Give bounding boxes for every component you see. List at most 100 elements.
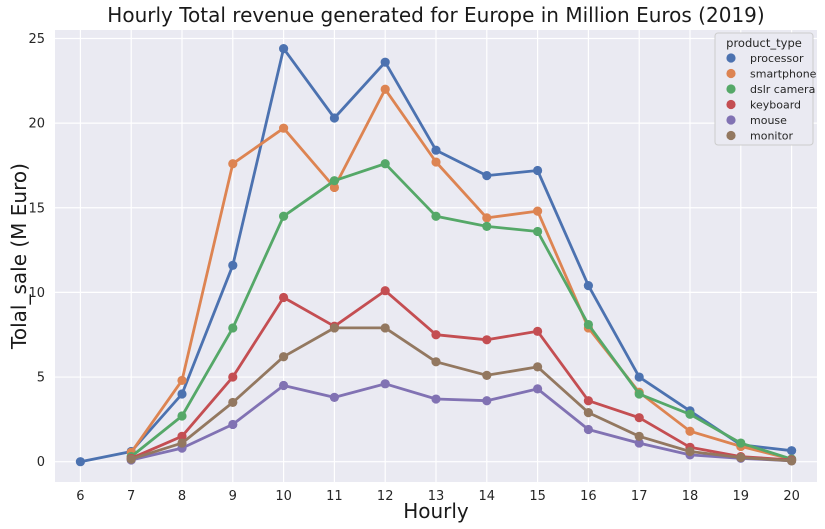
series-monitor [126, 323, 797, 466]
data-point [583, 424, 594, 435]
series-line [130, 382, 792, 463]
legend-marker [726, 84, 736, 94]
data-point [380, 379, 390, 389]
data-point [583, 396, 594, 406]
data-point [634, 389, 644, 399]
data-point [279, 44, 289, 54]
data-point [431, 394, 441, 404]
legend-marker [726, 130, 736, 141]
legend-label: dslr camera [750, 83, 815, 96]
x-tick-label: 10 [275, 489, 292, 504]
data-point [279, 211, 289, 221]
series-line [130, 326, 792, 463]
data-point [279, 352, 289, 362]
data-point [228, 159, 238, 169]
legend-label: processor [750, 52, 804, 65]
data-point [329, 176, 339, 186]
legend-marker [726, 68, 736, 79]
x-tick-label: 11 [326, 489, 343, 504]
y-tick-label: 10 [28, 286, 45, 301]
data-point [177, 411, 187, 421]
data-point [380, 159, 390, 169]
ticks: 0 5 10 15 20 25 6 7 8 9 10 11 12 13 14 15 16 17 18 19 20 [28, 32, 799, 504]
data-point [380, 57, 390, 67]
legend-label: keyboard [750, 99, 801, 112]
data-point [787, 446, 797, 456]
data-point [583, 281, 594, 291]
data-point [431, 357, 441, 367]
y-axis-label: Tolal_sale (M Euro) [7, 163, 31, 350]
y-tick-label: 20 [28, 117, 45, 132]
data-point [533, 165, 543, 176]
x-axis-label: Hourly [403, 499, 469, 523]
x-tick-label: 9 [229, 489, 237, 504]
data-point [380, 84, 390, 94]
data-point [228, 260, 238, 270]
data-point [533, 384, 543, 394]
x-tick-label: 6 [76, 489, 84, 504]
data-point [583, 319, 594, 330]
x-tick-label: 12 [377, 489, 394, 504]
data-point [431, 330, 441, 340]
x-tick-label: 19 [733, 489, 750, 504]
series-line [130, 289, 792, 462]
data-point [533, 362, 543, 372]
data-point [228, 372, 238, 382]
data-point [380, 323, 390, 333]
data-point [482, 396, 492, 406]
data-point [533, 226, 543, 237]
legend-items: processor smartphone dslr camera keyboard mo… [726, 52, 817, 143]
data-point [685, 446, 695, 457]
data-point [329, 113, 339, 123]
data-point [177, 375, 187, 386]
x-tick-label: 14 [479, 489, 496, 504]
data-point [482, 221, 492, 231]
data-point [482, 370, 492, 380]
data-point [177, 431, 187, 441]
x-tick-label: 20 [783, 489, 800, 504]
data-point [431, 211, 441, 221]
x-tick-label: 17 [631, 489, 648, 504]
data-point [177, 389, 187, 399]
legend-marker [726, 115, 736, 125]
data-point [736, 452, 746, 463]
series-mouse [126, 379, 797, 466]
legend-marker [726, 53, 736, 63]
data-point [279, 292, 289, 303]
data-point [685, 426, 695, 436]
legend-label: mouse [750, 114, 787, 127]
data-point [634, 438, 644, 448]
data-point [228, 419, 238, 430]
data-point [634, 431, 644, 441]
data-point [431, 145, 441, 155]
data-point [329, 392, 339, 402]
y-tick-label: 15 [28, 201, 45, 216]
y-tick-label: 0 [37, 455, 45, 470]
x-tick-label: 8 [178, 489, 186, 504]
x-tick-label: 13 [428, 489, 445, 504]
data-point [380, 286, 390, 296]
data-point [787, 456, 797, 466]
data-point [75, 457, 85, 467]
legend-marker [726, 99, 736, 110]
x-tick-label: 15 [529, 489, 546, 504]
data-point [228, 323, 238, 333]
data-point [126, 454, 136, 464]
data-point [634, 413, 644, 423]
x-tick-label: 7 [127, 489, 135, 504]
data-point [736, 438, 746, 448]
data-point [634, 372, 644, 382]
legend-label: smartphone [750, 68, 817, 81]
data-point [228, 397, 238, 408]
series-line [130, 87, 792, 461]
data-point [482, 213, 492, 223]
data-point [533, 206, 543, 216]
data-point [482, 335, 492, 345]
data-point [685, 409, 695, 419]
data-point [329, 323, 339, 333]
data-point [583, 407, 594, 418]
x-tick-label: 16 [580, 489, 597, 504]
x-tick-label: 18 [682, 489, 699, 504]
y-tick-label: 25 [28, 32, 45, 47]
